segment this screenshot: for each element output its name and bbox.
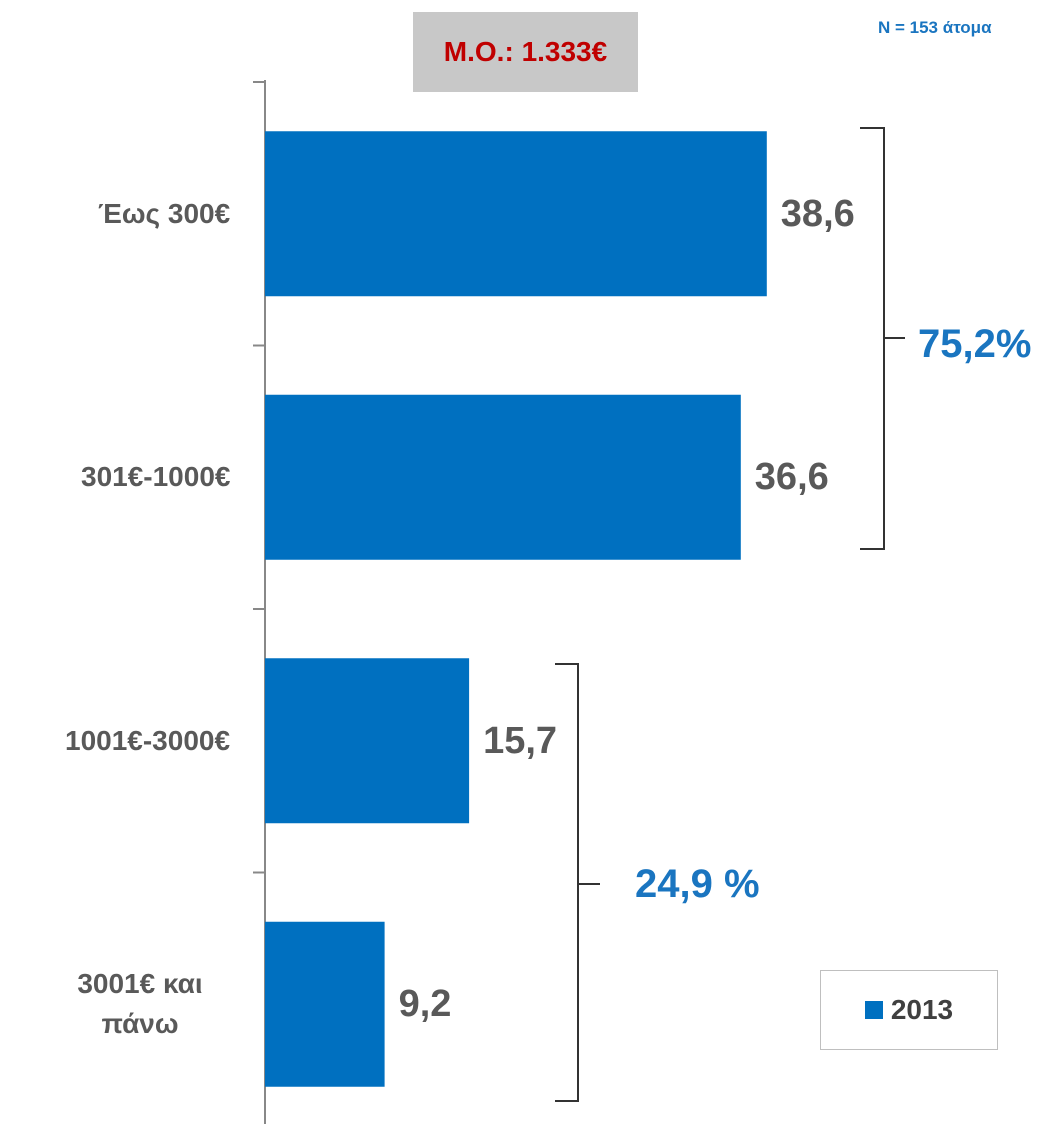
mean-annotation: Μ.Ο.: 1.333€ (413, 12, 638, 92)
bar (265, 131, 767, 297)
y-tick-label: 301€-1000€ (81, 461, 231, 493)
y-tick-label: Έως 300€ (98, 197, 231, 229)
value-label: 36,6 (754, 456, 829, 499)
bar (265, 658, 470, 824)
bar (265, 921, 385, 1087)
sample-annotation: N = 153 άτομα (878, 18, 992, 37)
group-bracket (860, 127, 905, 550)
value-label: 9,2 (398, 983, 452, 1026)
legend-swatch (864, 1001, 883, 1019)
group-label: 75,2% (918, 322, 1032, 366)
legend-label: 2013 (890, 994, 954, 1025)
y-tick-label: 1001€-3000€ (65, 724, 231, 756)
group-label: 24,9 % (635, 862, 760, 906)
group-bracket (555, 663, 600, 1102)
legend: 2013 (820, 970, 998, 1050)
value-label: 15,7 (483, 719, 558, 762)
bar (265, 394, 741, 560)
value-label: 38,6 (780, 192, 855, 235)
y-tick-label: 3001€ και πάνω (77, 968, 203, 1040)
